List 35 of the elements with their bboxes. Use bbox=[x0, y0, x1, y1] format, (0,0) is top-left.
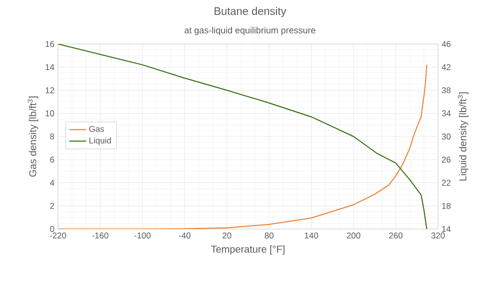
y-tick-label: 8 bbox=[50, 134, 54, 140]
y2-tick-label: 22 bbox=[442, 180, 451, 186]
x-tick-label: 260 bbox=[389, 232, 403, 239]
legend-label: Liquid bbox=[89, 137, 111, 146]
y-tick-label: 0 bbox=[50, 226, 54, 232]
y2-tick-label: 30 bbox=[442, 134, 451, 140]
y2-axis-title: Liquid density [lb/ft$^{3}$] bbox=[458, 92, 468, 181]
y2-tick-label: 26 bbox=[442, 156, 451, 163]
x-tick-label: 20 bbox=[222, 232, 232, 239]
x-tick-label: 140 bbox=[304, 232, 318, 239]
x-tick-label: -100 bbox=[134, 232, 151, 239]
chart-title: Butane density bbox=[214, 6, 286, 18]
x-tick-label: 320 bbox=[431, 232, 445, 239]
y-tick-label: 6 bbox=[50, 156, 54, 163]
y-tick-label: 12 bbox=[46, 87, 54, 94]
x-tick-label: -160 bbox=[92, 232, 108, 239]
y-tick-label: 10 bbox=[46, 110, 54, 116]
y2-tick-label: 14 bbox=[442, 226, 451, 232]
y2-tick-label: 46 bbox=[442, 41, 451, 47]
chart-subtitle: at gas-liquid equilibrium pressure bbox=[184, 26, 316, 36]
legend-label: Gas bbox=[89, 126, 104, 132]
y-tick-label: 16 bbox=[46, 41, 54, 47]
x-tick-label: -40 bbox=[178, 232, 190, 239]
y-tick-label: 14 bbox=[46, 64, 54, 70]
y2-tick-label: 18 bbox=[442, 202, 451, 209]
x-tick-label: 80 bbox=[264, 232, 274, 239]
y2-tick-label: 42 bbox=[442, 64, 451, 70]
x-tick-label: 200 bbox=[346, 232, 360, 239]
y2-tick-label: 34 bbox=[442, 110, 451, 116]
y2-tick-label: 38 bbox=[442, 87, 451, 94]
y-tick-label: 4 bbox=[50, 180, 54, 186]
x-axis-title: Temperature [°F] bbox=[211, 245, 284, 255]
y-axis-title: Gas density [lb/ft$^{3}$] bbox=[28, 96, 38, 177]
x-tick-label: -220 bbox=[50, 232, 66, 239]
y-tick-label: 2 bbox=[50, 202, 54, 209]
